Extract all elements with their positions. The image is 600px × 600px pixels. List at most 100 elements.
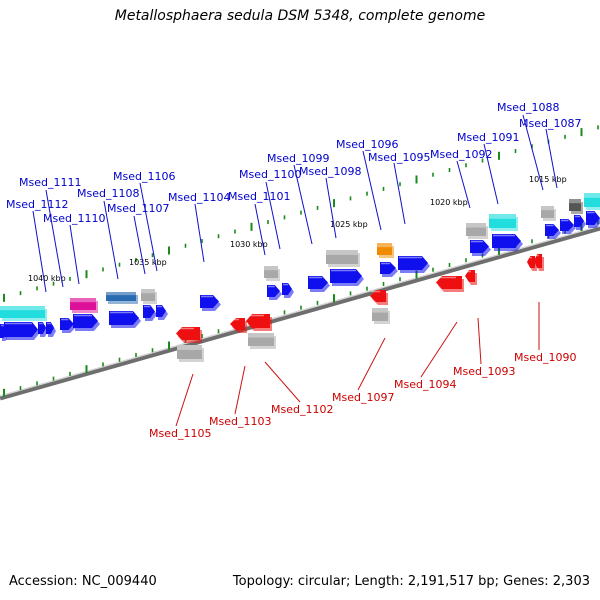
leader-msed-1091 — [483, 143, 499, 205]
gene-label-msed-1101[interactable]: Msed_1101 — [228, 190, 290, 203]
leader-msed-1094 — [420, 321, 458, 378]
genome-title: Metallosphaera sedula DSM 5348, complete… — [114, 8, 486, 24]
scale-label-1025: 1025 kbp — [330, 220, 368, 229]
gene-label-msed-1091[interactable]: Msed_1091 — [457, 131, 519, 144]
leader-msed-1105 — [175, 373, 194, 427]
feature-block-cyan[interactable] — [489, 214, 518, 231]
gene-label-msed-1087[interactable]: Msed_1087 — [519, 117, 581, 130]
forward-gene-arrow[interactable] — [308, 276, 330, 292]
forward-gene-arrow[interactable] — [109, 311, 141, 328]
feature-block-grey[interactable] — [541, 206, 556, 221]
gene-label-msed-1093[interactable]: Msed_1093 — [453, 365, 515, 378]
forward-gene-arrow[interactable] — [398, 256, 430, 273]
genome-backbone — [0, 225, 600, 401]
gene-label-msed-1110[interactable]: Msed_1110 — [43, 212, 105, 225]
scale-label-1035: 1035 kbp — [129, 258, 167, 267]
feature-block-steelblue[interactable] — [106, 292, 138, 304]
leader-msed-1107 — [133, 215, 146, 275]
reverse-gene-arrow[interactable] — [436, 276, 464, 292]
leader-msed-1093 — [477, 317, 482, 365]
forward-gene-arrow[interactable] — [492, 234, 523, 251]
gene-label-msed-1098[interactable]: Msed_1098 — [299, 165, 361, 178]
genome-summary-text: Topology: circular; Length: 2,191,517 bp… — [232, 574, 590, 589]
gene-label-msed-1103[interactable]: Msed_1103 — [209, 415, 271, 428]
top-gene-leaders — [32, 114, 558, 293]
forward-gene-arrow[interactable] — [46, 322, 56, 337]
leader-msed-1111 — [45, 189, 64, 288]
forward-strand-ticks — [3, 125, 599, 302]
gene-features — [0, 193, 600, 362]
forward-gene-arrow[interactable] — [282, 283, 294, 298]
forward-gene-arrow[interactable] — [200, 295, 221, 311]
leader-msed-1096 — [362, 150, 382, 231]
feature-block-grey[interactable] — [372, 308, 390, 324]
feature-block-grey[interactable] — [248, 333, 276, 349]
gene-label-msed-1099[interactable]: Msed_1099 — [267, 152, 329, 165]
feature-block-orange[interactable] — [377, 243, 394, 258]
scale-label-1020: 1020 kbp — [430, 198, 468, 207]
gene-label-msed-1090[interactable]: Msed_1090 — [514, 351, 576, 364]
gene-label-msed-1105[interactable]: Msed_1105 — [149, 427, 211, 440]
feature-block-grey[interactable] — [264, 266, 280, 281]
forward-gene-arrow[interactable] — [73, 314, 100, 331]
gene-label-msed-1108[interactable]: Msed_1108 — [77, 187, 139, 200]
gene-label-msed-1097[interactable]: Msed_1097 — [332, 391, 394, 404]
scale-label-1030: 1030 kbp — [230, 240, 268, 249]
leader-msed-1110 — [69, 224, 80, 285]
scale-labels: 1015 kbp 1020 kbp 1025 kbp 1030 kbp 1035… — [28, 175, 567, 283]
forward-gene-arrow[interactable] — [267, 285, 282, 300]
forward-gene-arrow[interactable] — [470, 240, 491, 256]
leader-msed-1088 — [522, 114, 544, 191]
accession-text: Accession: NC_009440 — [9, 574, 157, 589]
leader-msed-1100 — [265, 181, 281, 250]
forward-gene-arrow[interactable] — [560, 219, 576, 234]
forward-gene-arrow[interactable] — [380, 262, 398, 277]
feature-block-grey[interactable] — [141, 289, 157, 304]
gene-label-msed-1107[interactable]: Msed_1107 — [107, 202, 169, 215]
leader-msed-1106 — [139, 182, 158, 272]
reverse-gene-arrow[interactable] — [465, 270, 477, 285]
leader-msed-1102 — [264, 361, 301, 403]
reverse-gene-arrow[interactable] — [534, 254, 544, 271]
feature-block-grey[interactable] — [466, 223, 488, 239]
leader-msed-1098 — [325, 177, 337, 239]
bottom-gene-labels: Msed_1090 Msed_1093 Msed_1094 Msed_1097 … — [149, 351, 576, 440]
gene-label-msed-1111[interactable]: Msed_1111 — [19, 176, 81, 189]
gene-label-msed-1112[interactable]: Msed_1112 — [6, 198, 68, 211]
forward-gene-arrow[interactable] — [143, 305, 157, 321]
forward-gene-arrow[interactable] — [330, 269, 364, 286]
forward-gene-arrow[interactable] — [574, 215, 586, 230]
leader-msed-1104 — [194, 203, 205, 263]
feature-block-grey[interactable] — [326, 250, 360, 267]
forward-gene-arrow[interactable] — [545, 224, 561, 239]
feature-block-cyan[interactable] — [584, 193, 600, 210]
feature-block-cyan[interactable] — [0, 306, 47, 321]
reverse-gene-arrow[interactable] — [370, 290, 388, 305]
leader-msed-1092 — [456, 160, 471, 209]
leader-msed-1112 — [32, 210, 47, 293]
scale-label-1040: 1040 kbp — [28, 274, 66, 283]
forward-gene-arrow[interactable] — [586, 211, 600, 228]
leader-msed-1087 — [545, 128, 558, 189]
forward-gene-arrow[interactable] — [156, 305, 168, 320]
gene-label-msed-1088[interactable]: Msed_1088 — [497, 101, 559, 114]
gene-label-msed-1104[interactable]: Msed_1104 — [168, 191, 230, 204]
leader-msed-1101 — [254, 203, 266, 256]
reverse-gene-arrow[interactable] — [176, 327, 202, 343]
feature-block-darkgrey[interactable] — [569, 199, 583, 214]
forward-gene-arrow[interactable] — [60, 318, 76, 333]
feature-block-grey[interactable] — [177, 345, 204, 362]
reverse-gene-arrow[interactable] — [246, 314, 272, 331]
gene-label-msed-1102[interactable]: Msed_1102 — [271, 403, 333, 416]
gene-label-msed-1100[interactable]: Msed_1100 — [239, 168, 301, 181]
gene-label-msed-1094[interactable]: Msed_1094 — [394, 378, 456, 391]
gene-label-msed-1092[interactable]: Msed_1092 — [430, 148, 492, 161]
reverse-gene-arrow[interactable] — [230, 318, 247, 333]
scale-label-1015: 1015 kbp — [529, 175, 567, 184]
forward-gene-arrow[interactable] — [4, 322, 40, 340]
gene-label-msed-1095[interactable]: Msed_1095 — [368, 151, 430, 164]
gene-label-msed-1106[interactable]: Msed_1106 — [113, 170, 175, 183]
gene-label-msed-1096[interactable]: Msed_1096 — [336, 138, 398, 151]
feature-block-magenta[interactable] — [70, 298, 98, 313]
